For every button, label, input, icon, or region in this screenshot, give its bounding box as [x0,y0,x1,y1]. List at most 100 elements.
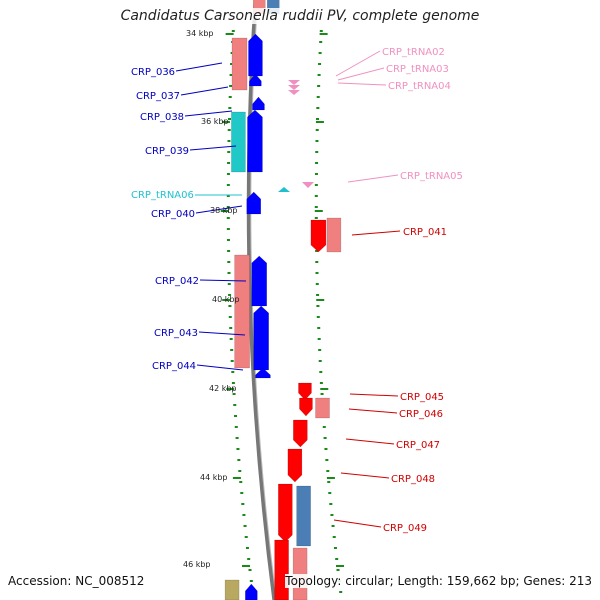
leader-crp-trna04 [337,82,387,86]
gene-label-crp-049: CRP_049 [383,523,427,534]
kbp-label-36: 36 kbp [201,117,229,126]
leader-crp-046 [348,408,398,414]
gene-block-crp-045 [298,382,312,401]
tick-mark [315,162,319,164]
leader-crp-048 [340,472,390,479]
tick-mark [336,569,340,571]
leader-crp-044 [196,364,244,371]
leader-crp-038 [184,110,233,117]
tick-mark [315,151,319,153]
gene-label-crp-042: CRP_042 [155,276,199,287]
tick-mark [322,426,326,428]
gene-block-crp-036 [248,33,263,77]
major-tick [315,121,324,123]
tick-mark [237,459,241,461]
tick-mark [315,129,319,131]
gene-block-crp-047 [293,419,308,448]
gene-label-crp-046: CRP_046 [399,409,443,420]
tick-mark [226,206,230,208]
tick-mark [241,503,245,505]
tick-mark [324,448,328,450]
gene-block-crp-041-light [326,217,342,253]
gene-label-crp-039: CRP_039 [145,146,189,157]
tick-mark [332,536,336,538]
tick-mark [238,470,242,472]
gene-block-crp-039-cyan [231,111,246,173]
tick-mark [234,426,238,428]
tick-mark [231,30,235,32]
tick-mark [318,360,322,362]
gene-block-crp-037 [249,73,262,87]
gene-label-crp-038: CRP_038 [140,112,184,123]
trna-marker-06 [278,187,290,192]
tick-mark [247,558,251,560]
leader-crp-040 [195,205,243,214]
gene-label-crp-041: CRP_041 [403,227,447,238]
tick-mark [228,305,232,307]
tick-mark [323,437,327,439]
gene-block-crp-038 [252,96,265,111]
tick-mark [228,107,232,109]
tick-mark [227,272,231,274]
gene-block-crp-039 [247,109,263,173]
tick-mark [319,30,323,32]
gene-label-crp-040: CRP_040 [151,209,195,220]
tick-mark [318,52,322,54]
tick-mark [331,525,335,527]
kbp-label-38: 38 kbp [210,206,238,215]
tick-mark [319,371,323,373]
tick-mark [226,184,230,186]
tick-mark [316,107,320,109]
gene-block-crp-042-light [234,254,250,369]
tick-mark [315,140,319,142]
major-tick [232,477,241,479]
tick-mark [328,492,332,494]
gene-block-crp-036-light [231,37,248,91]
leader-crp-trna02 [335,50,381,77]
tick-mark [314,217,318,219]
tick-mark [244,536,248,538]
major-tick [326,477,335,479]
gene-label-crp-trna03: CRP_tRNA03 [386,64,449,75]
tick-mark [233,404,237,406]
leader-crp-trna03 [337,67,385,81]
tick-mark [320,393,324,395]
trna-marker [288,85,300,90]
tick-mark [316,118,320,120]
major-tick [222,299,231,301]
label-leaders [175,50,401,528]
tick-mark [226,217,230,219]
gene-label-crp-045: CRP_045 [400,392,444,403]
tick-mark [234,415,237,417]
gene-block-crp-049-steel [296,485,311,547]
tick-mark [316,316,320,318]
major-tick [226,388,235,390]
gene-label-crp-trna04: CRP_tRNA04 [388,81,451,92]
tick-mark [315,261,319,263]
kbp-label-42: 42 kbp [209,384,237,393]
accession-text: Accession: NC_008512 [8,574,145,588]
gene-block-crp-049 [278,483,293,543]
map-title: Candidatus Carsonella ruddii PV, complet… [0,8,600,24]
major-tick [220,210,229,212]
gene-block-crp-043 [253,305,269,371]
tick-mark [242,514,246,516]
tick-mark [317,327,321,329]
gene-block-crp-040 [246,191,262,215]
gene-label-crp-043: CRP_043 [154,328,198,339]
gene-block-bottom-red [274,539,289,600]
tick-mark [227,261,231,263]
tick-mark [229,338,233,340]
gene-block-crp-045b [299,397,313,417]
gene-label-crp-047: CRP_047 [396,440,440,451]
tick-mark [229,327,233,329]
major-tick [319,33,328,35]
major-tick [316,299,325,301]
leader-crp-047 [345,438,395,445]
gene-block-crp-044 [255,367,271,379]
leader-crp-049 [333,519,382,528]
tick-mark [333,547,337,549]
tick-mark [317,338,321,340]
genome-summary-text: Topology: circular; Length: 159,662 bp; … [285,574,592,588]
leader-crp-041 [351,230,401,236]
